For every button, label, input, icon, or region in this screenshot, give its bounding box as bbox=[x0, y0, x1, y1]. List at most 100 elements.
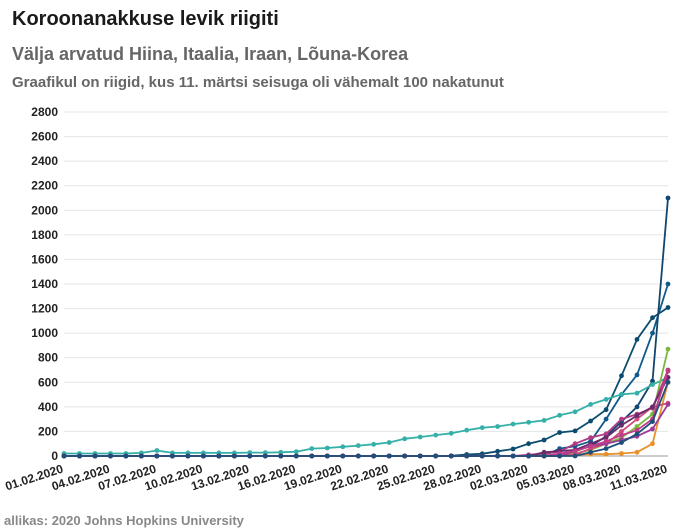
data-point bbox=[650, 330, 655, 336]
data-point bbox=[572, 428, 578, 434]
data-point bbox=[293, 449, 299, 455]
data-point bbox=[278, 449, 284, 455]
data-point bbox=[154, 453, 160, 459]
data-point bbox=[154, 448, 160, 453]
data-point bbox=[619, 451, 624, 456]
data-point bbox=[665, 305, 671, 310]
data-point bbox=[448, 430, 454, 436]
data-point bbox=[526, 453, 531, 459]
line-chart: 0 200 400 600 800 1000 1200 1400 1600 1800 2000 220… bbox=[3, 105, 671, 493]
data-point bbox=[634, 431, 640, 437]
data-point bbox=[262, 453, 268, 459]
data-point bbox=[247, 450, 253, 455]
gridlines bbox=[64, 111, 668, 457]
data-point bbox=[526, 441, 531, 447]
data-point bbox=[216, 453, 222, 459]
data-point bbox=[588, 418, 593, 424]
data-point bbox=[123, 453, 129, 459]
data-point bbox=[665, 346, 671, 352]
data-point bbox=[603, 397, 609, 402]
data-point bbox=[634, 337, 640, 342]
data-point bbox=[619, 432, 624, 438]
y-tick-label: 2600 bbox=[31, 130, 58, 144]
data-point bbox=[650, 441, 655, 447]
data-point bbox=[371, 453, 377, 459]
data-point bbox=[510, 446, 516, 452]
data-point bbox=[355, 443, 361, 448]
series-line bbox=[64, 376, 669, 455]
data-point bbox=[572, 409, 578, 415]
chart-title: Koroonanakkuse levik riigiti bbox=[12, 8, 279, 30]
data-point bbox=[557, 412, 562, 418]
series-12 bbox=[61, 379, 671, 459]
data-point bbox=[309, 453, 315, 459]
data-point bbox=[557, 430, 562, 435]
data-point bbox=[232, 453, 237, 459]
data-point bbox=[247, 453, 253, 459]
data-point bbox=[619, 422, 624, 428]
data-point bbox=[588, 449, 593, 455]
series-line bbox=[64, 306, 669, 457]
data-point bbox=[603, 438, 609, 444]
series-line bbox=[64, 348, 669, 457]
data-point bbox=[92, 453, 98, 459]
data-point bbox=[371, 441, 377, 447]
y-tick-label: 2000 bbox=[31, 203, 58, 217]
data-point bbox=[650, 378, 655, 384]
chart-note: Graafikul on riigid, kus 11. märtsi seis… bbox=[12, 74, 504, 91]
data-point bbox=[572, 453, 578, 459]
data-point bbox=[650, 426, 655, 432]
data-point bbox=[665, 379, 671, 385]
y-tick-label: 200 bbox=[38, 424, 58, 438]
data-point bbox=[603, 416, 609, 422]
data-point bbox=[634, 390, 640, 396]
y-tick-label: 1800 bbox=[31, 228, 58, 242]
chart-subtitle: Välja arvatud Hiina, Itaalia, Iraan, Lõu… bbox=[12, 44, 409, 64]
data-point bbox=[386, 440, 392, 445]
data-point bbox=[61, 453, 67, 459]
y-tick-label: 400 bbox=[38, 400, 58, 414]
data-point bbox=[665, 195, 671, 201]
data-point bbox=[495, 448, 500, 454]
data-point bbox=[355, 453, 361, 459]
data-point bbox=[634, 424, 640, 429]
data-point bbox=[464, 453, 470, 459]
data-point bbox=[324, 445, 330, 451]
data-point bbox=[665, 368, 671, 374]
data-point bbox=[572, 441, 578, 447]
data-point bbox=[603, 435, 609, 440]
data-point bbox=[634, 372, 640, 378]
data-point bbox=[402, 453, 408, 459]
data-point bbox=[619, 416, 624, 422]
data-point bbox=[541, 453, 547, 459]
series-10 bbox=[61, 375, 671, 459]
data-point bbox=[309, 446, 315, 451]
data-point bbox=[572, 448, 578, 454]
data-point bbox=[634, 427, 640, 433]
data-point bbox=[262, 450, 268, 455]
data-point bbox=[340, 444, 346, 450]
x-axis: 01.02.202004.02.202007.02.202010.02.2020… bbox=[3, 461, 669, 493]
data-point bbox=[541, 418, 547, 423]
y-tick-label: 800 bbox=[38, 351, 58, 365]
data-point bbox=[603, 446, 609, 451]
data-point bbox=[293, 453, 299, 459]
data-point bbox=[479, 425, 485, 431]
y-tick-label: 2800 bbox=[31, 105, 58, 119]
series-group bbox=[61, 195, 671, 459]
data-point bbox=[417, 434, 423, 440]
data-point bbox=[588, 402, 593, 407]
y-tick-label: 1400 bbox=[31, 277, 58, 291]
series-4 bbox=[61, 375, 671, 456]
data-point bbox=[634, 416, 640, 422]
data-point bbox=[201, 453, 206, 459]
data-point bbox=[510, 421, 516, 427]
data-point bbox=[402, 436, 408, 442]
data-point bbox=[619, 429, 624, 434]
data-point bbox=[634, 449, 640, 455]
y-tick-label: 1000 bbox=[31, 326, 58, 340]
data-point bbox=[433, 432, 439, 438]
data-point bbox=[603, 451, 609, 457]
data-point bbox=[541, 437, 547, 443]
y-tick-label: 0 bbox=[51, 449, 58, 463]
